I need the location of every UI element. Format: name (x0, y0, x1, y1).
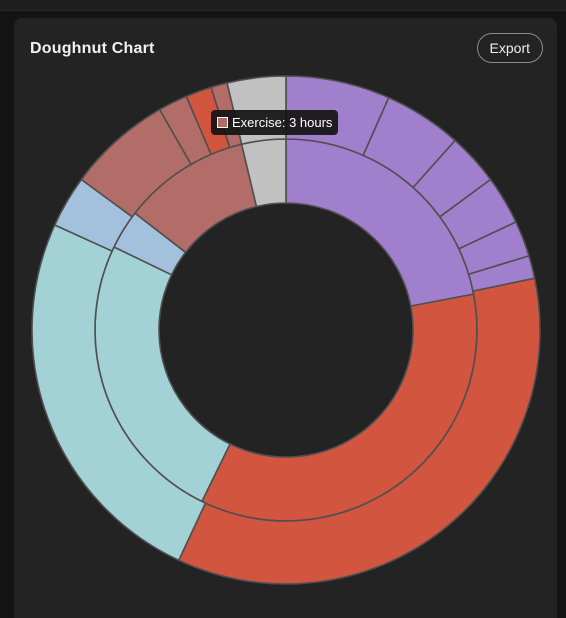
chart-tooltip: Exercise: 3 hours (211, 110, 339, 135)
tooltip-color-swatch (217, 117, 228, 128)
outer-ring-slice-7[interactable] (177, 277, 541, 585)
doughnut-chart (31, 75, 541, 585)
card-title: Doughnut Chart (30, 40, 155, 57)
outer-ring (31, 75, 541, 585)
export-button[interactable]: Export (476, 33, 543, 63)
inner-ring (94, 138, 478, 522)
top-bar (0, 0, 566, 11)
tooltip-text: Exercise: 3 hours (232, 115, 333, 130)
